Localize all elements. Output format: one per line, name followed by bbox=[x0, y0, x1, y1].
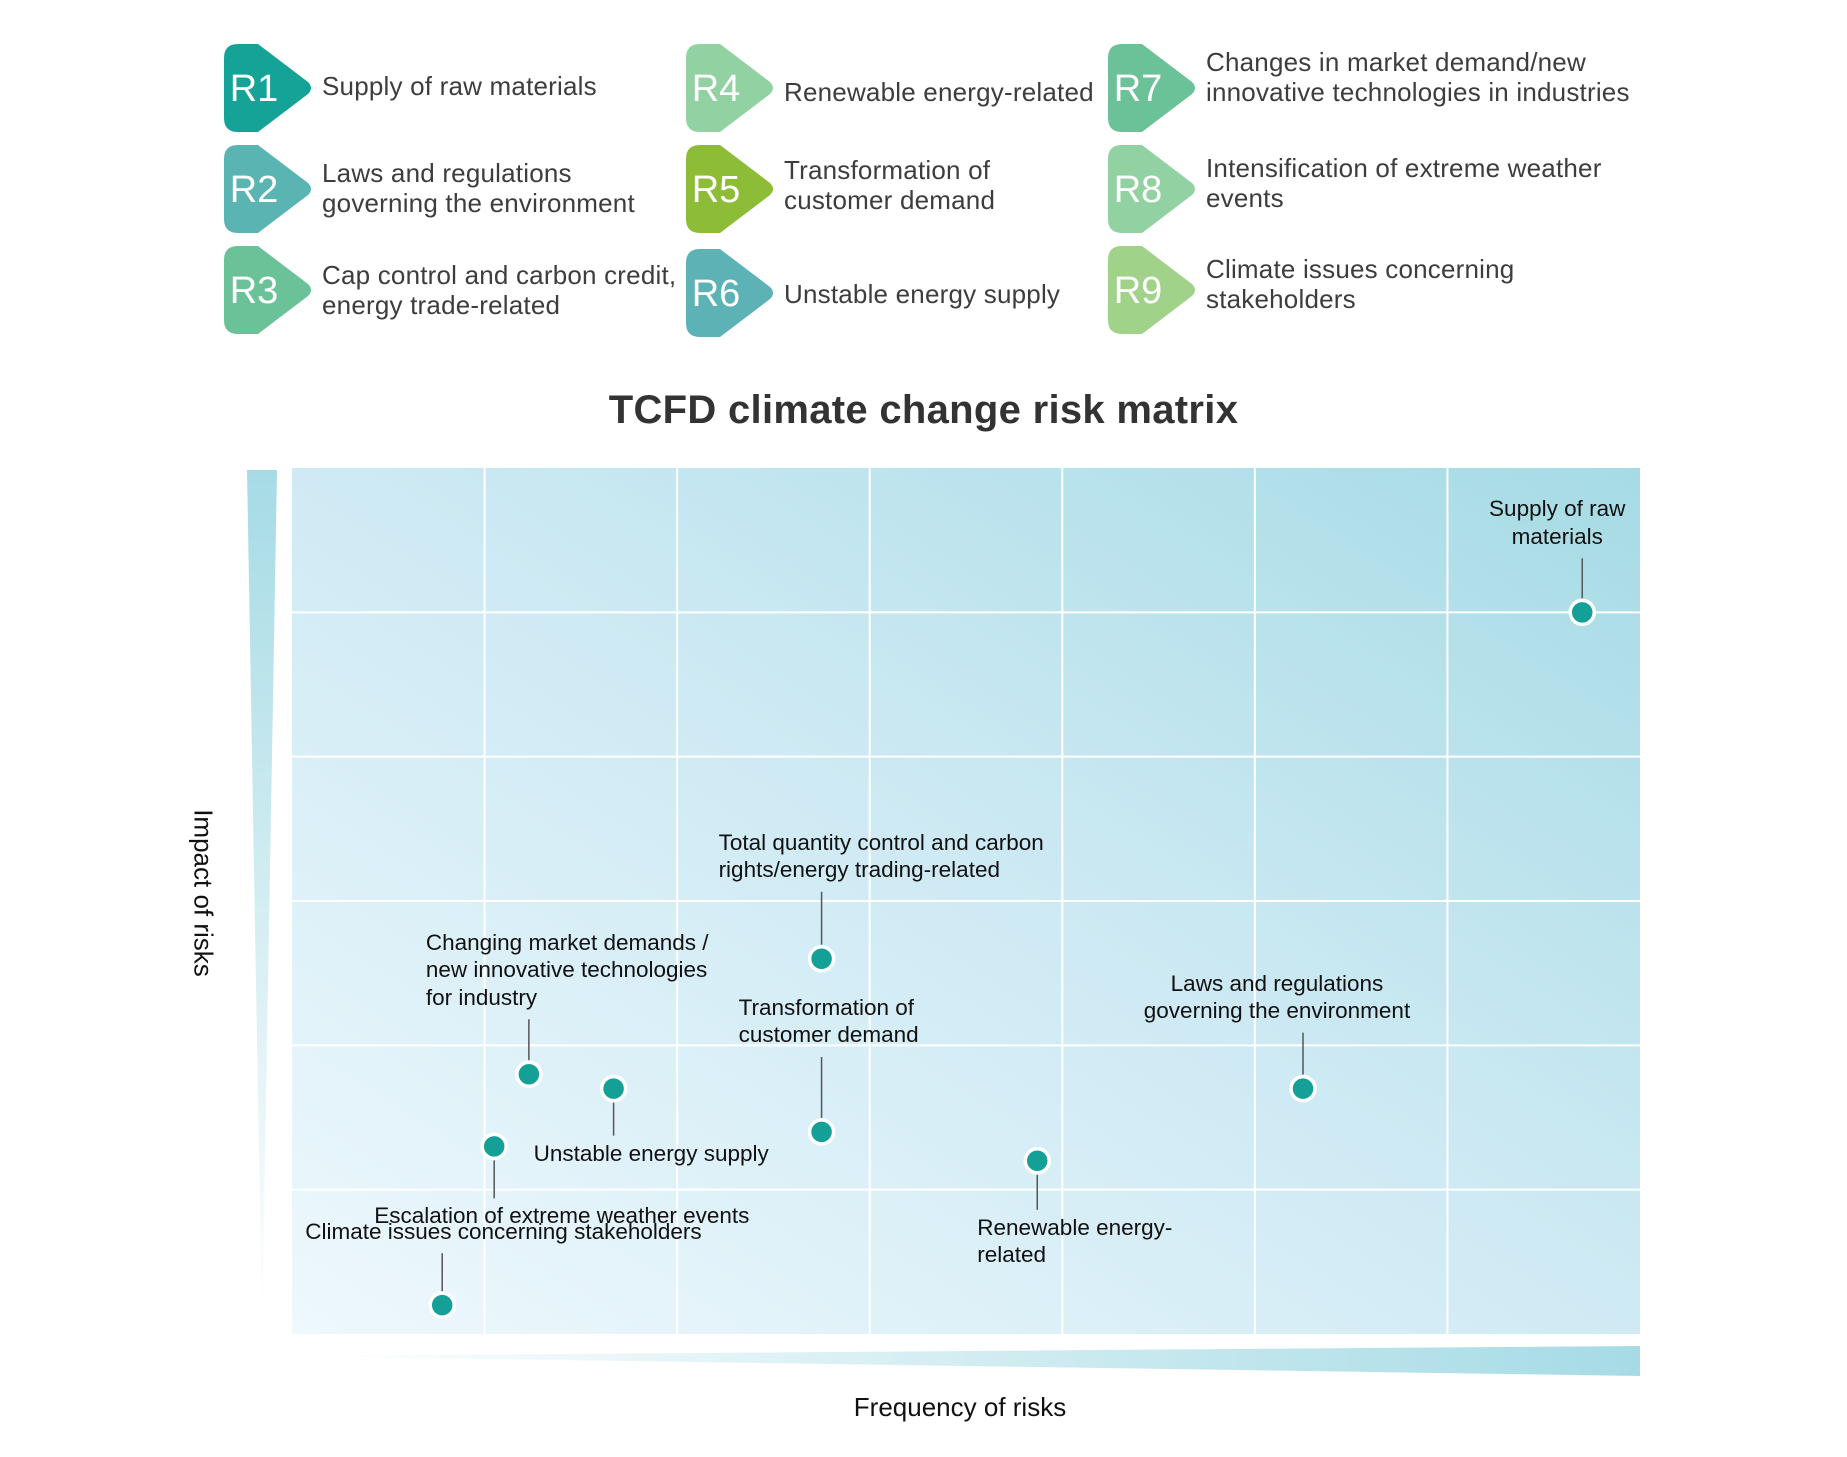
legend-badge-shape bbox=[224, 246, 311, 334]
legend-code: R4 bbox=[692, 68, 741, 110]
risk-point bbox=[428, 1291, 456, 1319]
legend-badge-shape bbox=[1108, 246, 1195, 334]
legend-code: R8 bbox=[1114, 169, 1163, 211]
legend-label: Intensification of extreme weather event… bbox=[1206, 153, 1602, 213]
y-axis-wedge bbox=[247, 470, 277, 1328]
risk-point bbox=[1289, 1074, 1317, 1103]
legend-code: R5 bbox=[692, 169, 741, 211]
risk-point-label: Unstable energy supply bbox=[533, 1140, 769, 1166]
risk-point bbox=[599, 1074, 628, 1103]
x-axis-wedge bbox=[292, 1346, 1640, 1376]
legend-label: Climate issues concerning stakeholders bbox=[1206, 254, 1515, 314]
risk-point bbox=[807, 1118, 836, 1146]
grid-lines bbox=[292, 468, 1640, 1334]
legend-badge: R6 bbox=[684, 247, 776, 339]
risk-point bbox=[1568, 598, 1596, 627]
legend-label: Supply of raw materials bbox=[322, 71, 597, 101]
risk-point-label: Escalation of extreme weather events bbox=[374, 1203, 750, 1229]
legend-code: R2 bbox=[230, 169, 279, 211]
legend-badge: R3 bbox=[222, 244, 314, 336]
risk-point-label: Renewable energy-related bbox=[977, 1214, 1173, 1268]
legend-badge: R4 bbox=[684, 42, 776, 134]
legend-badge-shape bbox=[686, 145, 773, 233]
legend-code: R9 bbox=[1114, 270, 1163, 312]
legend-badge-shape bbox=[1108, 145, 1195, 233]
data-marks bbox=[428, 558, 1596, 1319]
legend-label: Cap control and carbon credit, energy tr… bbox=[322, 260, 677, 320]
legend-code: R3 bbox=[230, 270, 279, 312]
legend-badge: R1 bbox=[222, 42, 314, 134]
legend-badge: R7 bbox=[1106, 42, 1198, 134]
risk-point bbox=[480, 1132, 508, 1161]
legend-label: Unstable energy supply bbox=[784, 279, 1061, 309]
legend-badge: R2 bbox=[222, 143, 314, 235]
legend-code: R1 bbox=[230, 68, 279, 110]
legend-badge: R5 bbox=[684, 143, 776, 235]
legend-badge-shape bbox=[224, 44, 311, 132]
legend-badge: R9 bbox=[1106, 244, 1198, 336]
risk-point bbox=[515, 1060, 543, 1088]
chart-title: TCFD climate change risk matrix bbox=[608, 388, 1239, 432]
risk-point bbox=[807, 944, 836, 973]
risk-point-label: Changing market demands / new innovative… bbox=[425, 929, 709, 1010]
legend-badge-shape bbox=[224, 145, 311, 233]
legend-label: Renewable energy-related bbox=[784, 77, 1094, 107]
risk-point-label: Climate issues concerning stakeholders bbox=[305, 1218, 702, 1244]
x-axis-title: Frequency of risks bbox=[853, 1392, 1067, 1422]
legend-badge-shape bbox=[1108, 44, 1195, 132]
y-axis-title: Impact of risks bbox=[188, 809, 219, 977]
legend-label: Changes in market demand/new innovative … bbox=[1206, 47, 1630, 107]
risk-point-label: Laws and regulations governing the envir… bbox=[1143, 970, 1411, 1024]
risk-point-label: Supply of raw materials bbox=[1489, 496, 1626, 549]
risk-point-label: Total quantity control and carbon rights… bbox=[718, 829, 1044, 883]
legend-badge-shape bbox=[686, 249, 773, 337]
legend-code: R7 bbox=[1114, 68, 1163, 110]
legend-label: Transformation of customer demand bbox=[784, 155, 996, 215]
risk-point-label: Transformation of customer demand bbox=[738, 994, 919, 1048]
legend-badge-shape bbox=[686, 44, 773, 132]
legend-code: R6 bbox=[692, 273, 741, 315]
legend-badge: R8 bbox=[1106, 143, 1198, 235]
legend-label: Laws and regulations governing the envir… bbox=[322, 158, 635, 218]
risk-point bbox=[1023, 1147, 1052, 1175]
